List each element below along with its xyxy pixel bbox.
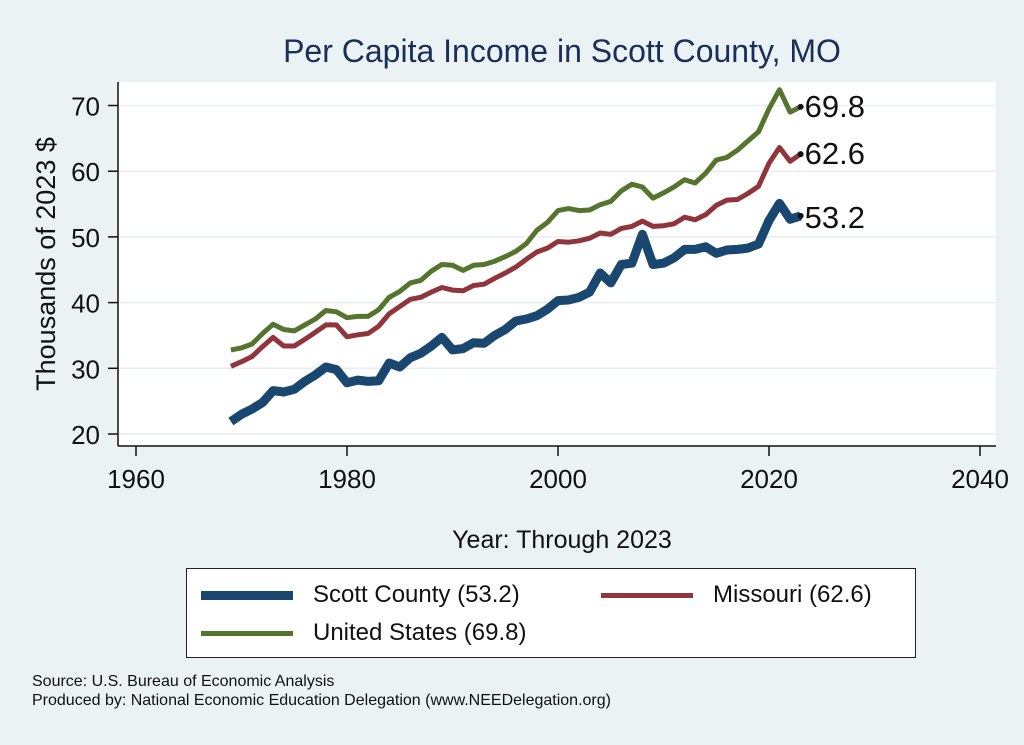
x-tick-label-2040: 2040 (951, 464, 1009, 494)
y-tick-label-50: 50 (71, 223, 100, 253)
y-axis-label: Thousands of 2023 $ (31, 137, 61, 391)
end-labels: 69.8 62.6 53.2 (797, 89, 865, 235)
x-tick-label-1960: 1960 (107, 464, 165, 494)
end-point-scott-county (797, 212, 804, 219)
legend-swatch-scott-county (201, 590, 293, 600)
end-point-united-states (797, 103, 804, 110)
footer: Source: U.S. Bureau of Economic Analysis… (32, 672, 611, 710)
legend-label-missouri: Missouri (62.6) (713, 581, 872, 608)
legend-swatch-united-states (201, 630, 293, 636)
x-axis-label: Year: Through 2023 (452, 526, 672, 554)
y-tick-label-30: 30 (71, 354, 100, 384)
legend-label-scott-county: Scott County (53.2) (313, 581, 520, 608)
source-note: Source: U.S. Bureau of Economic Analysis (32, 673, 335, 690)
axes: 20 30 40 50 60 70 1960 1980 2000 2020 2040 (71, 82, 1009, 494)
end-label-scott-county: 53.2 (805, 200, 865, 235)
legend: Scott County (53.2) Missouri (62.6) Unit… (186, 568, 916, 658)
x-tick-label-2000: 2000 (529, 464, 587, 494)
series-lines (228, 87, 803, 426)
chart: Per Capita Income in Scott County, MO 20… (31, 33, 1009, 554)
series-line-scott-county (228, 198, 802, 426)
y-tick-label-20: 20 (71, 420, 100, 450)
series-line-missouri (229, 145, 803, 369)
series-line-united-states (230, 87, 802, 353)
end-label-united-states: 69.8 (805, 89, 865, 124)
x-tick-label-2020: 2020 (740, 464, 798, 494)
x-tick-label-1980: 1980 (318, 464, 376, 494)
end-label-missouri: 62.6 (805, 136, 865, 171)
legend-item-united-states: United States (69.8) (201, 619, 526, 647)
producer-note: Produced by: National Economic Education… (32, 692, 611, 709)
y-tick-label-70: 70 (71, 92, 100, 122)
legend-item-missouri: Missouri (62.6) (601, 581, 872, 609)
legend-swatch-missouri (601, 592, 693, 598)
y-tick-label-60: 60 (71, 157, 100, 187)
legend-item-scott-county: Scott County (53.2) (201, 581, 520, 609)
end-point-missouri (797, 151, 804, 158)
y-tick-label-40: 40 (71, 289, 100, 319)
chart-title: Per Capita Income in Scott County, MO (283, 33, 841, 69)
legend-label-united-states: United States (69.8) (313, 619, 527, 646)
plot-area (118, 82, 996, 446)
